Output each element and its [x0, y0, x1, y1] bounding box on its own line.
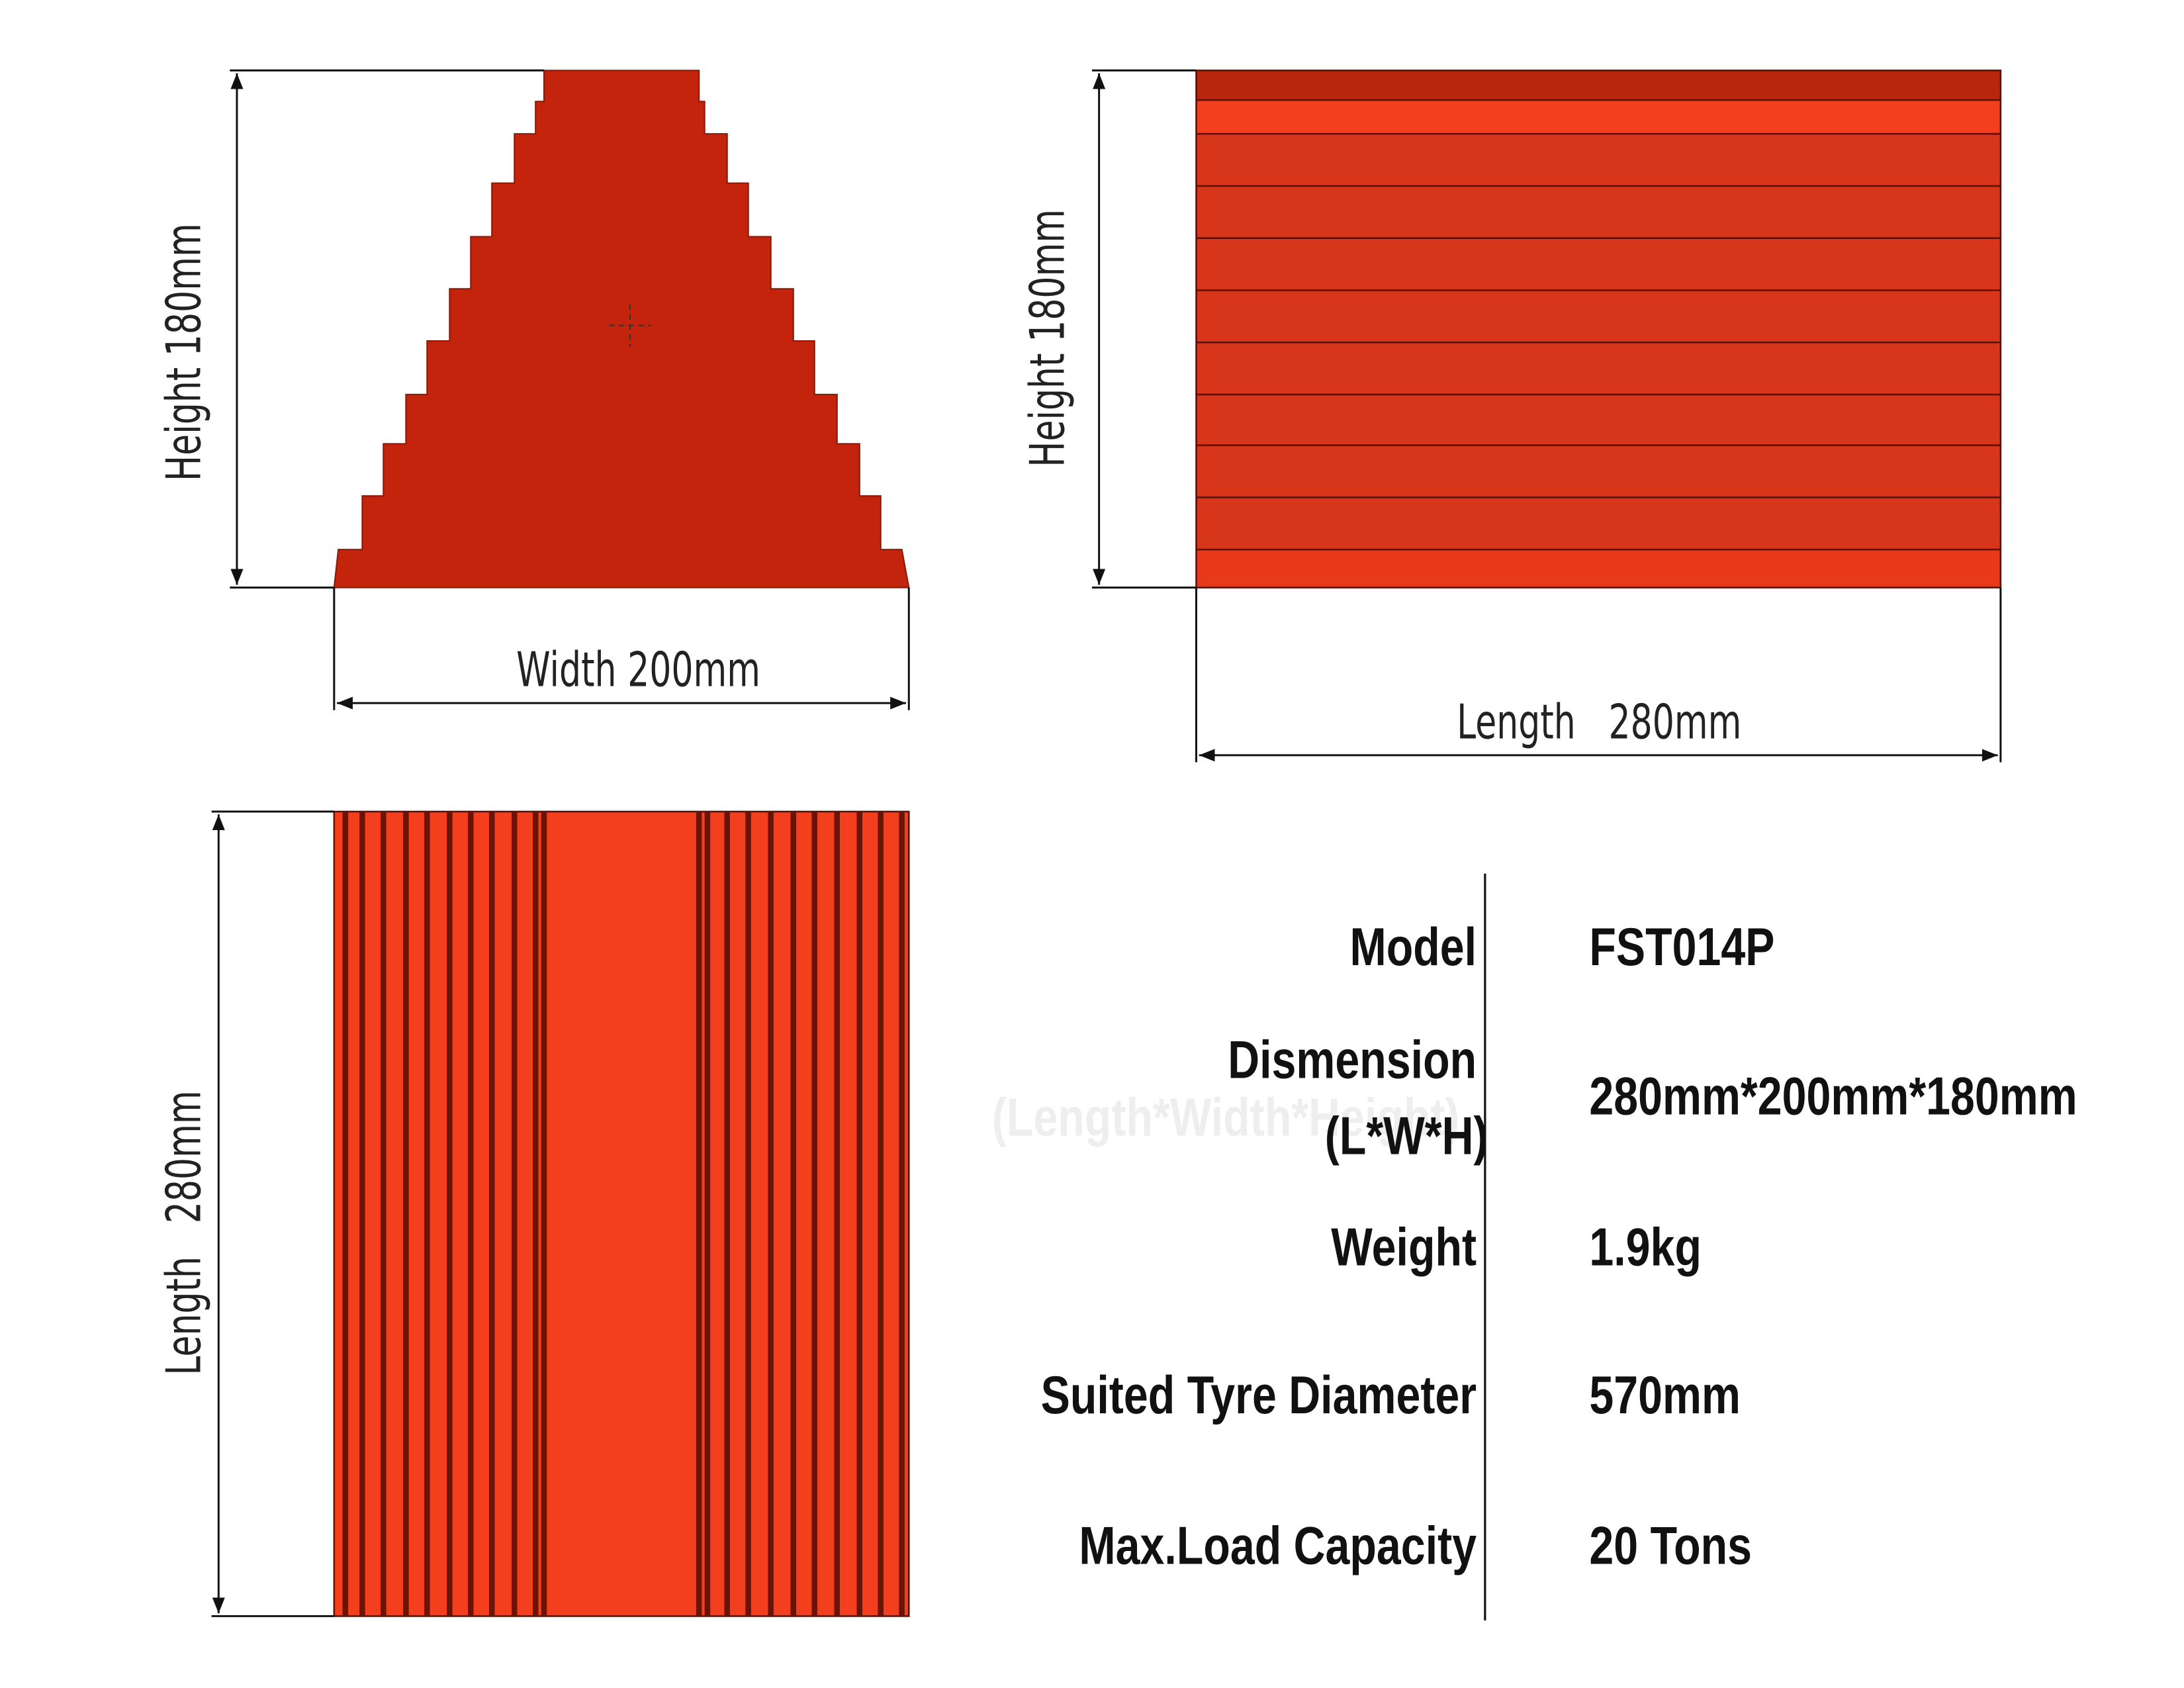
side-grooves [1196, 99, 2001, 551]
side-body [1196, 70, 2001, 588]
side-outline [1195, 70, 2002, 588]
dimension-label: Width 200mm [516, 641, 760, 698]
spec-value: FST014P [1589, 917, 1774, 977]
dimension-label: Height 180mm [156, 223, 212, 481]
top-body [333, 810, 910, 1617]
watermark: (Length*Width*Height) [992, 1087, 1460, 1147]
spec-table: Model Dismension (L*W*H) Weight Suited T… [1041, 873, 2077, 1620]
front-profile [333, 70, 910, 588]
dimension-label: Height 180mm [1019, 209, 1075, 467]
top-grooves [342, 812, 905, 1617]
spec-label: Max.Load Capacity [1079, 1515, 1477, 1575]
side-band [1196, 70, 2001, 101]
spec-value: 280mm*200mm*180mm [1589, 1066, 2077, 1126]
front-view: Height 180mm Width 200mm [156, 69, 910, 710]
spec-value: 1.9kg [1589, 1217, 1702, 1277]
top-view: Length 280mm [156, 810, 910, 1617]
side-view: Height 180mm Length 280mm [1019, 69, 2002, 763]
spec-label: Weight [1331, 1217, 1477, 1277]
center-mark [608, 304, 651, 347]
dimension-label: Length 280mm [1457, 694, 1741, 750]
side-band [1196, 549, 2001, 588]
side-band [1196, 100, 2001, 134]
spec-label: Dismension [1228, 1029, 1477, 1090]
dimension-label: Length 280mm [156, 1090, 212, 1375]
spec-label: Model [1350, 917, 1477, 977]
spec-value: 20 Tons [1589, 1515, 1752, 1575]
spec-sublabel: (L*W*H) [1325, 1105, 1488, 1166]
spec-value: 570mm [1589, 1365, 1741, 1425]
spec-label: Suited Tyre Diameter [1041, 1365, 1477, 1425]
